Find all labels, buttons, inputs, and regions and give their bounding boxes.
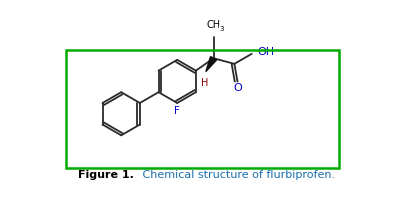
Text: Figure 1.: Figure 1. [78,170,134,180]
Text: O: O [233,83,242,93]
Text: F: F [174,106,180,116]
Text: OH: OH [258,47,275,56]
Text: H: H [201,78,208,88]
Text: Chemical structure of flurbiprofen.: Chemical structure of flurbiprofen. [139,170,335,180]
Text: CH: CH [207,20,221,30]
Bar [66,50,339,168]
Text: 3: 3 [219,26,224,32]
Polygon shape [206,56,216,72]
